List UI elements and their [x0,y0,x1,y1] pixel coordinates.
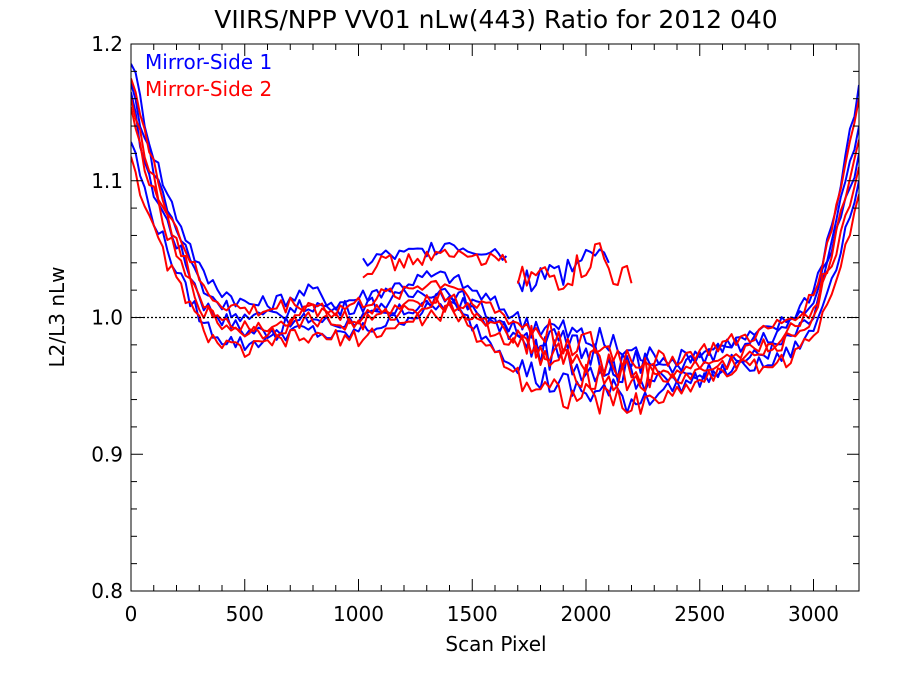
y-tick-label: 1.0 [91,306,123,330]
x-axis-label: Scan Pixel [445,632,546,656]
series-line-mirror-side-2 [131,78,859,369]
plot-area [131,63,859,415]
x-tick-label: 500 [226,602,264,626]
series-line-mirror-side-1 [516,248,610,293]
series-line-mirror-side-1 [131,63,859,367]
series-line-mirror-side-2 [131,97,859,389]
legend-entry-mirror-side-2: Mirror-Side 2 [145,77,272,101]
legend: Mirror-Side 1 Mirror-Side 2 [145,50,272,101]
x-tick-label: 1000 [333,602,384,626]
series-layer [131,63,859,415]
y-tick-label: 1.2 [91,32,123,56]
chart-title: VIIRS/NPP VV01 nLw(443) Ratio for 2012 0… [214,5,777,34]
x-tick-label: 0 [125,602,138,626]
x-tick-label: 3000 [788,602,839,626]
series-line-mirror-side-2 [131,156,859,415]
y-tick-label: 0.9 [91,442,123,466]
x-tick-label: 2500 [674,602,725,626]
y-axis-label: L2/L3 nLw [45,266,69,367]
series-line-mirror-side-1 [362,241,508,267]
x-tick-label: 2000 [561,602,612,626]
series-line-mirror-side-2 [362,248,508,279]
series-line-mirror-side-1 [131,141,859,414]
series-line-mirror-side-2 [516,242,633,291]
x-tick-label: 1500 [447,602,498,626]
ticks-layer: 0 500 1000 1500 2000 2500 3000 0.8 0.9 1.0 1.1 1.2 [91,32,860,626]
y-tick-label: 0.8 [91,579,123,603]
legend-entry-mirror-side-1: Mirror-Side 1 [145,50,272,74]
y-tick-label: 1.1 [91,169,123,193]
